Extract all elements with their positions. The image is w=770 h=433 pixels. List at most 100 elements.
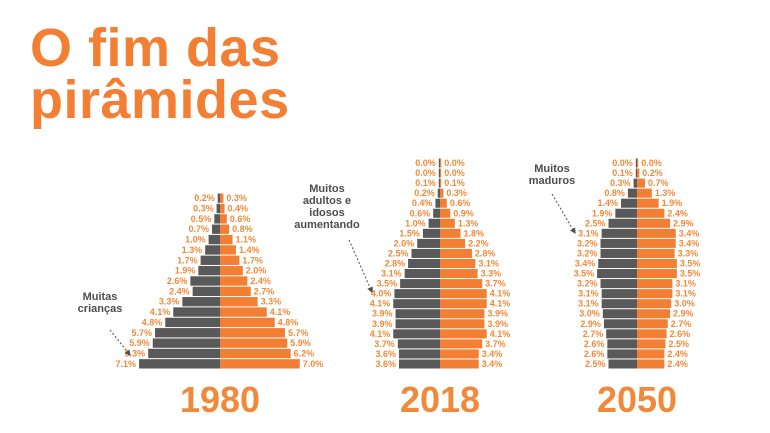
bar-female <box>440 188 444 198</box>
data-label-male: 0.1% <box>612 168 633 178</box>
bar-male <box>148 348 220 359</box>
bar-male <box>608 218 637 228</box>
bar-female <box>220 255 240 265</box>
data-label-male: 4.8% <box>142 317 163 327</box>
bar-male <box>438 178 440 188</box>
bar-male <box>208 234 220 245</box>
data-label-male: 0.1% <box>415 178 436 188</box>
data-label-male: 0.4% <box>412 198 433 208</box>
annotation-text: idosos <box>309 207 344 219</box>
annotation-text: Muitas <box>83 291 118 303</box>
data-label-female: 2.4% <box>667 208 688 218</box>
bar-female <box>220 214 227 224</box>
pyramid-2050: 0.0% 0.0%0.1% 0.2%0.3% 0.7%0.8% 1.3%1.4% 1.9%… <box>529 158 701 420</box>
data-label-male: 0.5% <box>191 214 212 224</box>
bar-male <box>598 258 637 269</box>
data-label-male: 1.9% <box>592 208 613 218</box>
data-label-female: 2.0% <box>246 266 267 276</box>
data-label-male: 3.2% <box>577 248 598 258</box>
bar-male <box>398 359 440 369</box>
data-label-female: 3.1% <box>478 259 499 269</box>
data-label-female: 2.4% <box>250 276 271 286</box>
bar-female <box>440 359 479 369</box>
data-label-female: 2.7% <box>254 286 275 296</box>
data-label-female: 0.6% <box>450 198 471 208</box>
data-label-male: 3.2% <box>577 238 598 248</box>
year-label: 1980 <box>180 379 260 420</box>
bar-female <box>637 238 676 248</box>
bar-female <box>637 329 667 339</box>
bar-female <box>220 234 233 245</box>
bar-male <box>192 286 220 297</box>
bar-male <box>437 188 440 198</box>
title-line-1: O fim das <box>30 18 281 78</box>
bar-male <box>606 329 637 339</box>
data-label-male: 4.1% <box>150 307 171 317</box>
bar-female <box>220 193 224 203</box>
data-label-male: 4.1% <box>370 329 391 339</box>
data-label-male: 2.9% <box>580 319 601 329</box>
bar-female <box>220 317 275 328</box>
data-label-male: 3.1% <box>578 299 599 309</box>
data-label-female: 1.8% <box>464 228 485 238</box>
bar-male <box>394 289 440 299</box>
bar-female <box>637 188 652 198</box>
bar-female <box>637 198 659 208</box>
data-label-male: 0.0% <box>415 168 436 178</box>
year-label: 2018 <box>400 379 480 420</box>
data-label-female: 3.3% <box>678 248 699 258</box>
bar-male <box>395 319 440 329</box>
bar-female <box>637 339 666 349</box>
data-label-female: 5.9% <box>290 338 311 348</box>
bar-female <box>220 286 251 297</box>
bar-female <box>440 289 487 299</box>
bar-male <box>139 359 220 369</box>
data-label-female: 7.0% <box>303 359 324 369</box>
data-label-female: 0.8% <box>232 224 253 234</box>
data-label-female: 2.6% <box>670 329 691 339</box>
bar-female <box>637 258 677 269</box>
bar-female <box>220 359 300 369</box>
bar-female <box>637 299 672 309</box>
data-label-female: 0.7% <box>648 178 669 188</box>
bar-female <box>637 279 673 289</box>
bar-female <box>440 208 451 218</box>
bar-male <box>217 193 220 203</box>
data-label-female: 2.5% <box>669 339 690 349</box>
bar-male <box>408 258 440 269</box>
bar-male <box>597 269 637 279</box>
data-label-male: 4.0% <box>371 289 392 299</box>
data-label-female: 1.7% <box>242 255 263 265</box>
data-label-male: 2.5% <box>585 218 606 228</box>
title-line-2: pirâmides <box>30 70 290 130</box>
data-label-female: 0.0% <box>641 158 662 168</box>
bar-male <box>600 238 637 248</box>
data-label-female: 1.3% <box>458 218 479 228</box>
bar-female <box>440 319 485 329</box>
data-label-male: 3.7% <box>374 339 395 349</box>
bar-female <box>220 245 236 255</box>
bar-male <box>603 319 637 329</box>
data-label-male: 1.0% <box>405 218 426 228</box>
data-label-male: 3.2% <box>577 279 598 289</box>
data-label-male: 0.2% <box>414 188 435 198</box>
bar-male <box>601 228 637 238</box>
bar-male <box>212 224 220 234</box>
bar-female <box>220 307 267 317</box>
bar-male <box>214 214 220 224</box>
data-label-female: 0.3% <box>446 188 467 198</box>
bar-female <box>440 349 479 359</box>
data-label-male: 1.4% <box>598 198 619 208</box>
annotation-arrow <box>109 329 131 356</box>
bar-female <box>440 218 455 228</box>
data-label-male: 2.6% <box>584 339 605 349</box>
bar-male <box>600 248 637 258</box>
data-label-male: 3.0% <box>579 309 600 319</box>
data-label-male: 2.5% <box>388 248 409 258</box>
data-label-male: 3.9% <box>372 319 393 329</box>
data-label-male: 3.3% <box>159 297 180 307</box>
data-label-male: 3.1% <box>381 269 402 279</box>
data-label-male: 6.3% <box>125 348 146 358</box>
data-label-male: 1.5% <box>399 228 420 238</box>
